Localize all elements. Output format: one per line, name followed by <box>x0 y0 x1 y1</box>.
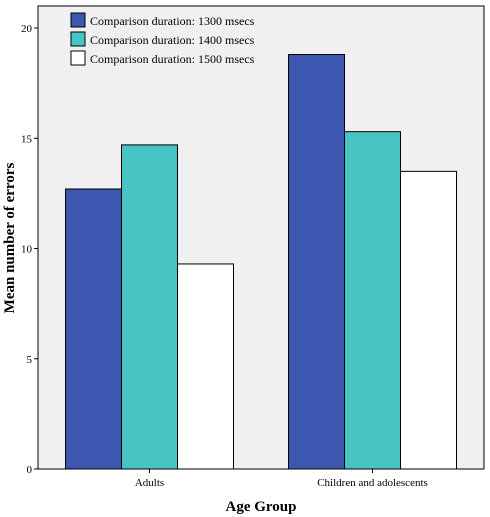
bar-0-2 <box>177 263 234 470</box>
legend-label-1: Comparison duration: 1400 msecs <box>90 33 255 47</box>
x-tick-label-0: Adults <box>135 477 164 489</box>
bars-group <box>65 54 457 470</box>
bar-1-2 <box>400 170 457 470</box>
y-tick-label-1: 5 <box>27 354 33 366</box>
y-tick-label-0: 0 <box>27 464 33 476</box>
x-tick-label-1: Children and adolescents <box>317 477 428 489</box>
legend-swatch-1 <box>70 31 86 47</box>
x-axis-labels: Adults Children and adolescents <box>135 469 428 489</box>
legend-swatch-0 <box>70 12 86 28</box>
bar-1-0 <box>288 54 345 470</box>
legend-swatch-2 <box>70 50 86 66</box>
bar-0-0 <box>65 188 122 470</box>
y-tick-label-3: 15 <box>21 133 33 145</box>
bar-1-1 <box>344 131 401 470</box>
legend-label-0: Comparison duration: 1300 msecs <box>90 14 255 28</box>
x-axis-title: Age Group <box>226 499 297 515</box>
y-axis-ticks: 0 5 10 15 20 <box>21 23 38 476</box>
bar-0-1 <box>121 144 178 470</box>
y-tick-label-4: 20 <box>21 23 33 35</box>
legend-label-2: Comparison duration: 1500 msecs <box>90 52 255 66</box>
y-tick-label-2: 10 <box>21 244 33 256</box>
y-axis-title: Mean number of errors <box>2 163 18 314</box>
legend: Comparison duration: 1300 msecs Comparis… <box>70 12 255 66</box>
